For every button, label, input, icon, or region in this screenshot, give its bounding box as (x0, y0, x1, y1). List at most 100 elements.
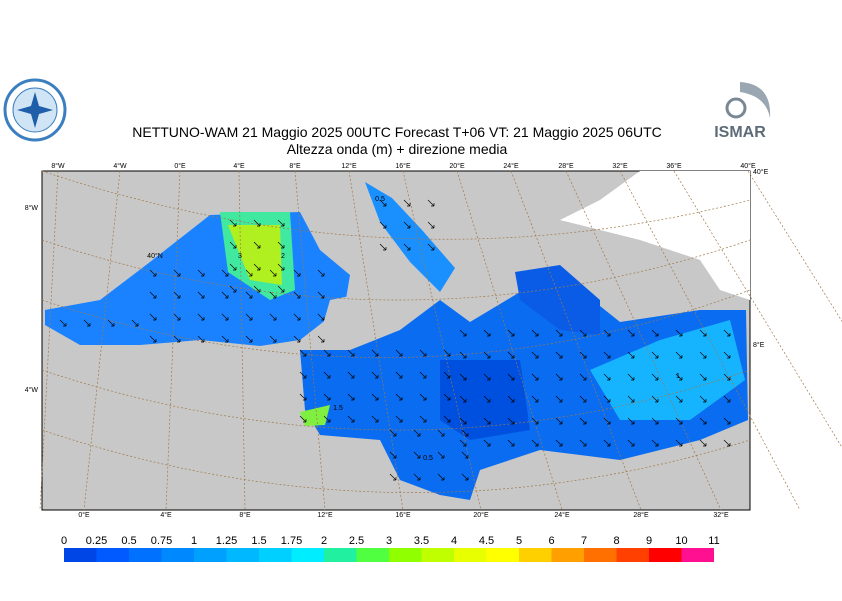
direction-arrow (531, 439, 539, 447)
direction-arrow (443, 393, 451, 401)
direction-arrow (443, 371, 451, 379)
direction-arrow (173, 335, 181, 343)
right-logo: ISMAR (710, 80, 771, 142)
map-label: 0.5 (375, 196, 385, 203)
direction-arrow (651, 439, 659, 447)
direction-arrow (419, 415, 427, 423)
direction-arrow (675, 329, 683, 337)
direction-arrow (507, 329, 515, 337)
direction-arrow (531, 329, 539, 337)
direction-arrow (651, 373, 659, 381)
map-label: 32°E (713, 511, 729, 519)
direction-arrow (531, 417, 539, 425)
direction-arrow (531, 373, 539, 381)
direction-arrow (395, 415, 403, 423)
colorbar-label: 10 (675, 535, 687, 547)
direction-arrow (173, 313, 181, 321)
direction-arrow (675, 417, 683, 425)
direction-arrow (483, 439, 491, 447)
direction-arrow (245, 269, 253, 277)
map-label: 0°E (174, 162, 186, 170)
direction-arrow (459, 439, 467, 447)
direction-arrow (197, 291, 205, 299)
map-label: 12°E (341, 162, 357, 170)
colorbar-swatch (421, 548, 454, 562)
map-label: 8°W (51, 162, 65, 170)
map-label: 24°E (503, 162, 519, 170)
direction-arrow (555, 329, 563, 337)
direction-arrow (651, 329, 659, 337)
direction-arrow (675, 439, 683, 447)
direction-arrow (229, 219, 237, 227)
direction-arrow (651, 417, 659, 425)
direction-arrow (723, 417, 731, 425)
colorbar-label: 6 (548, 535, 554, 547)
direction-arrow (459, 329, 467, 337)
map-label: 40°E (753, 168, 769, 176)
direction-arrow (317, 291, 325, 299)
direction-arrow (699, 373, 707, 381)
direction-arrow (603, 417, 611, 425)
direction-arrow (347, 349, 355, 357)
colorbar-swatch (454, 548, 487, 562)
map-label: 32°E (612, 162, 628, 170)
direction-arrow (443, 349, 451, 357)
direction-arrow (269, 269, 277, 277)
colorbar-label: 2.5 (349, 535, 364, 547)
direction-arrow (293, 335, 301, 343)
graticule-line (41, 429, 751, 493)
direction-arrow (555, 439, 563, 447)
direction-arrow (299, 415, 307, 423)
map-label: 3 (238, 253, 242, 260)
graticule-line (747, 170, 842, 322)
direction-arrow (59, 319, 67, 327)
colorbar-swatch (226, 548, 259, 562)
direction-arrow (427, 199, 435, 207)
map-label: 12°E (317, 511, 333, 519)
colorbar-swatch (324, 548, 357, 562)
direction-arrow (269, 313, 277, 321)
direction-arrow (555, 395, 563, 403)
graticule-line (402, 170, 482, 511)
direction-arrow (627, 351, 635, 359)
direction-arrow (389, 473, 397, 481)
direction-arrow (461, 473, 469, 481)
lat-label: 40°N (147, 252, 163, 260)
map-label: 0°E (78, 511, 90, 519)
direction-arrow (507, 373, 515, 381)
map-label: 24°E (554, 511, 570, 519)
direction-arrow (555, 351, 563, 359)
direction-arrow (507, 351, 515, 359)
colorbar-label: 1 (191, 535, 197, 547)
colorbar-swatch (194, 548, 227, 562)
graticule-line (41, 289, 751, 358)
colorbar-label: 3 (386, 535, 392, 547)
direction-arrow (277, 285, 285, 293)
direction-arrow (173, 291, 181, 299)
direction-arrow (245, 291, 253, 299)
map-label: 1 (676, 373, 680, 380)
direction-arrow (443, 415, 451, 423)
direction-arrow (131, 319, 139, 327)
graticule-line (83, 170, 121, 511)
direction-arrow (323, 415, 331, 423)
direction-arrow (293, 269, 301, 277)
direction-arrow (323, 371, 331, 379)
direction-arrow (395, 371, 403, 379)
colorbar-swatch (291, 548, 324, 562)
direction-arrow (149, 269, 157, 277)
direction-arrow (427, 221, 435, 229)
direction-arrow (229, 285, 237, 293)
direction-arrow (277, 263, 285, 271)
direction-arrow (627, 417, 635, 425)
direction-arrow (603, 329, 611, 337)
direction-arrow (403, 221, 411, 229)
map-label: 8°W (25, 204, 39, 212)
direction-arrow (379, 221, 387, 229)
direction-arrow (531, 351, 539, 359)
map-label: 20°E (473, 511, 489, 519)
colorbar-swatch (584, 548, 617, 562)
graticule-line (39, 170, 59, 511)
colorbar-label: 0.25 (86, 535, 107, 547)
